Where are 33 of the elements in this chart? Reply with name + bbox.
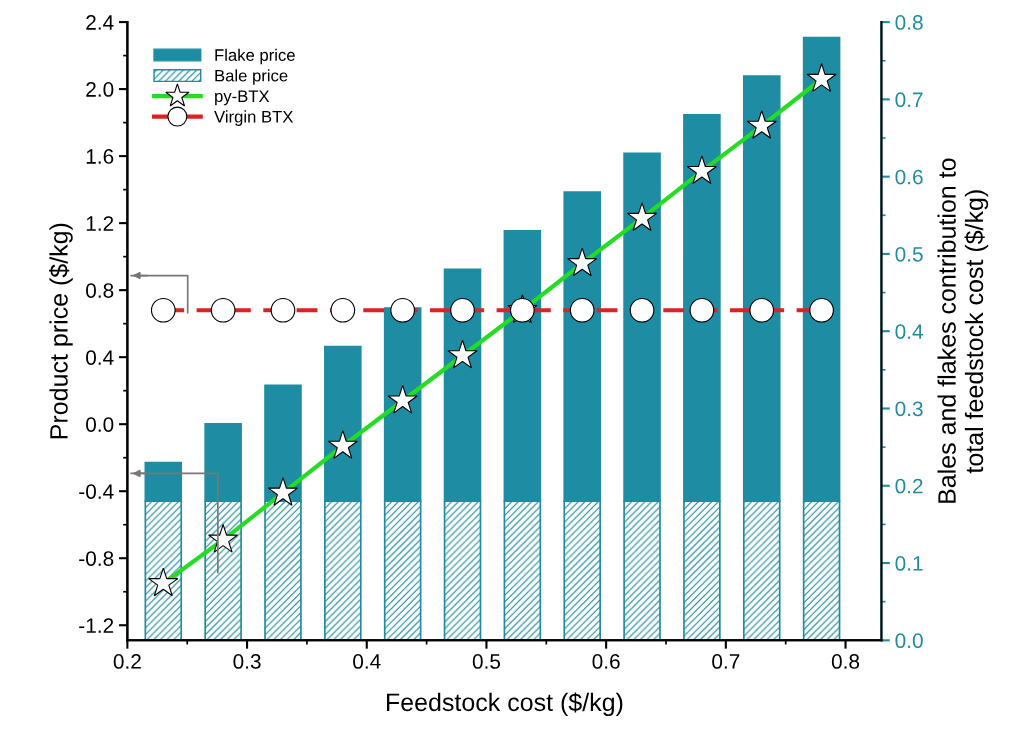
y-tick-label: -0.4 — [79, 484, 114, 499]
x-axis-title: Feedstock cost ($/kg) — [386, 692, 623, 717]
y-tick-label: 0.8 — [86, 283, 114, 298]
y2-tick-label: 0.0 — [895, 633, 923, 649]
x-tick-label: 0.7 — [712, 654, 740, 669]
y-tick-label: -0.8 — [79, 551, 114, 566]
legend-label: Virgin BTX — [214, 110, 294, 126]
y-tick-label: 2.0 — [86, 82, 114, 97]
y2-tick-label: 0.3 — [895, 401, 923, 417]
legend-label: py-BTX — [215, 90, 270, 106]
x-tick-label: 0.4 — [353, 654, 381, 669]
y-tick-label: -1.2 — [79, 618, 114, 633]
y2-tick-label: 0.1 — [895, 556, 923, 571]
x-tick-label: 0.3 — [233, 654, 261, 669]
y-tick-label: 1.2 — [86, 216, 114, 231]
y2-tick-label: 0.7 — [895, 92, 923, 108]
y2-tick-label: 0.6 — [895, 169, 923, 185]
y-tick-label: 2.4 — [86, 15, 114, 30]
legend-label: Flake price — [215, 48, 295, 65]
y2-axis-title: Bales and flakes contribution to total feedstock cost ($/kg) — [937, 158, 989, 503]
legend-label: Bale price — [215, 69, 288, 85]
x-tick-label: 0.6 — [592, 654, 620, 669]
x-tick-label: 0.5 — [472, 654, 501, 669]
y-tick-label: 0.0 — [86, 417, 114, 432]
x-tick-label: 0.2 — [113, 654, 141, 669]
y2-tick-label: 0.2 — [895, 478, 923, 494]
y-axis-title: Product price ($/kg) — [49, 223, 73, 439]
x-tick-label: 0.8 — [831, 654, 860, 669]
y2-tick-label: 0.8 — [895, 15, 923, 30]
y2-tick-label: 0.4 — [895, 324, 923, 339]
y-tick-label: 0.4 — [86, 350, 114, 365]
y-tick-label: 1.6 — [86, 149, 114, 164]
y2-tick-label: 0.5 — [895, 246, 923, 262]
